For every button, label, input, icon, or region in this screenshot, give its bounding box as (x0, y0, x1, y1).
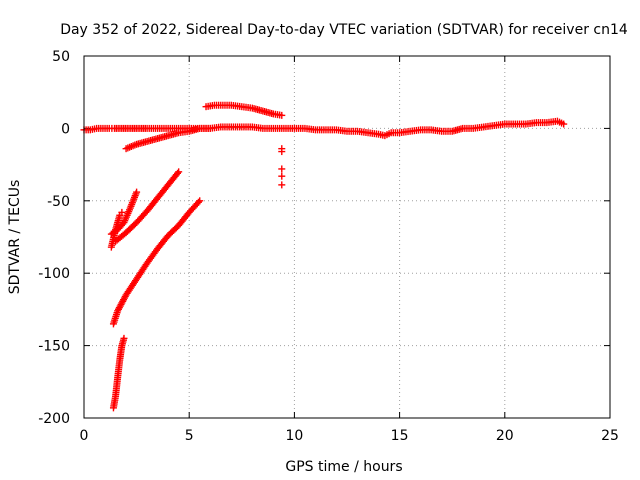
data-point (560, 120, 568, 128)
x-tick-label: 10 (285, 428, 303, 444)
data-point (133, 188, 141, 196)
data-points (80, 101, 568, 412)
data-point (120, 334, 128, 342)
data-point-fill (194, 198, 202, 206)
data-point (206, 124, 214, 132)
data-point (175, 168, 183, 176)
grid (84, 56, 610, 418)
x-tick-label: 5 (185, 428, 194, 444)
y-tick-label: 50 (52, 49, 70, 65)
x-tick-label: 20 (496, 428, 514, 444)
x-tick-label: 15 (391, 428, 409, 444)
ticks: 0 5 10 15 20 25 50 0 -50 -100 -150 -200 (38, 49, 619, 444)
y-axis-label: SDTVAR / TECUs (7, 180, 23, 295)
y-tick-label: -50 (47, 194, 70, 210)
data-point (278, 148, 286, 156)
data-point (118, 208, 126, 216)
y-tick-label: -200 (38, 411, 70, 427)
chart-title: Day 352 of 2022, Sidereal Day-to-day VTE… (60, 22, 628, 38)
y-tick-label: -100 (38, 266, 70, 282)
data-point (196, 197, 204, 205)
x-tick-label: 25 (601, 428, 619, 444)
data-point (278, 165, 286, 173)
plot-frame (83, 55, 611, 419)
data-point (278, 181, 286, 189)
x-axis-label: GPS time / hours (285, 459, 402, 475)
y-tick-label: -150 (38, 339, 70, 355)
y-tick-label: 0 (61, 121, 70, 137)
data-point (278, 111, 286, 119)
data-point (278, 172, 286, 180)
data-point-fill (174, 169, 182, 177)
x-tick-label: 0 (80, 428, 89, 444)
